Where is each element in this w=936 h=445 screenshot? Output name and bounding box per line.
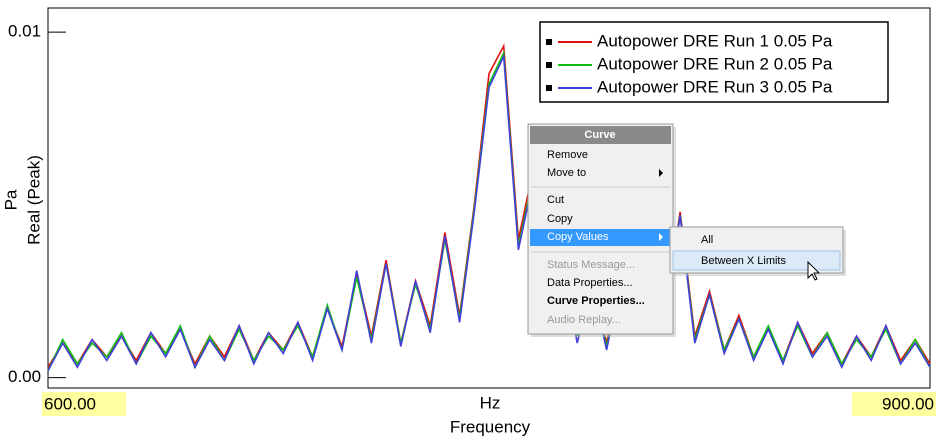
menu-item[interactable]: Cut (547, 194, 564, 206)
plot (47, 31, 931, 388)
submenu-arrow (659, 233, 663, 241)
context-menu: Curve Remove Move to Cut Copy Copy Value… (527, 123, 676, 337)
menu-title-bar (530, 126, 671, 144)
y-tick-label: 0.00 (8, 367, 41, 386)
menu-item[interactable]: Data Properties... (547, 277, 633, 289)
menu-highlight (530, 229, 671, 246)
legend-marker (546, 62, 552, 68)
legend-label: Autopower DRE Run 3 0.05 Pa (597, 77, 833, 96)
y-unit: Pa (1, 189, 20, 210)
submenu-arrow (659, 169, 663, 177)
submenu-highlight (672, 250, 841, 271)
menu-item[interactable]: Move to (547, 167, 586, 179)
label-highlight (852, 392, 936, 416)
legend-label: Autopower DRE Run 2 0.05 Pa (597, 54, 833, 73)
x-label: Frequency (450, 417, 531, 436)
cursor (807, 260, 821, 281)
legend-marker (546, 39, 552, 45)
series-line (47, 53, 931, 372)
menu-title: Curve (584, 129, 615, 141)
menu-item: Audio Replay... (547, 314, 621, 326)
menu-item: Status Message... (547, 259, 635, 271)
x-tick-label: 600.00 (44, 394, 96, 413)
legend-label: Autopower DRE Run 1 0.05 Pa (597, 31, 833, 50)
submenu-item[interactable]: All (701, 234, 713, 246)
menu-item[interactable]: Curve Properties... (547, 295, 645, 307)
x-tick-label: 900.00 (882, 394, 934, 413)
label-highlight (42, 392, 126, 416)
y-label: Real (Peak) (24, 155, 43, 245)
legend-entries: Autopower DRE Run 1 0.05 Pa Autopower DRE… (546, 31, 833, 96)
x-unit: Hz (480, 393, 501, 412)
y-tick-label: 0.01 (8, 22, 41, 41)
menu-item[interactable]: Copy Values (547, 231, 609, 243)
menu-item[interactable]: Remove (547, 149, 588, 161)
submenu: All Between X Limits (669, 226, 846, 281)
menu-item[interactable]: Copy (547, 213, 573, 225)
legend (539, 21, 889, 103)
legend-marker (546, 85, 552, 91)
submenu-item[interactable]: Between X Limits (701, 255, 786, 267)
